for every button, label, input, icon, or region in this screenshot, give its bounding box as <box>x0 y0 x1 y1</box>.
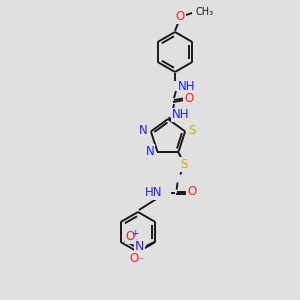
Text: O: O <box>184 92 194 104</box>
Text: CH₃: CH₃ <box>196 7 214 17</box>
Text: O: O <box>130 253 139 266</box>
Text: ⁻: ⁻ <box>137 256 143 268</box>
Text: S: S <box>180 158 187 171</box>
Text: +: + <box>132 229 139 238</box>
Text: S: S <box>188 124 196 137</box>
Text: HN: HN <box>145 186 163 199</box>
Text: O: O <box>176 11 184 23</box>
Text: O: O <box>126 230 135 244</box>
Text: NH: NH <box>178 80 196 92</box>
Text: N: N <box>146 145 154 158</box>
Text: NH: NH <box>172 109 190 122</box>
Text: N: N <box>139 124 148 137</box>
Text: N: N <box>135 241 144 254</box>
Text: O: O <box>187 185 196 198</box>
